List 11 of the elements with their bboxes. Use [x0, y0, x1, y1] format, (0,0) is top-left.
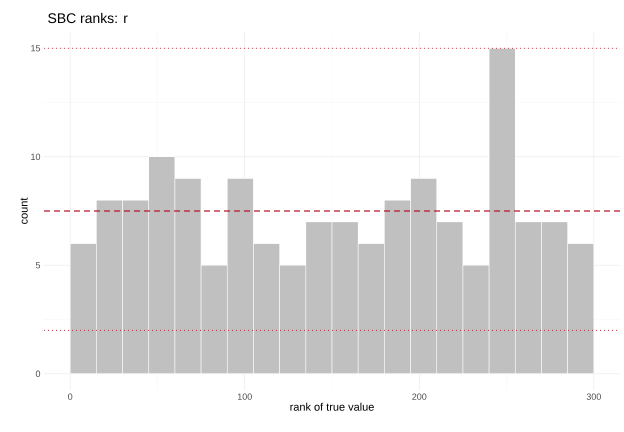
x-tick-label: 200: [412, 394, 426, 400]
x-tick-label: 100: [238, 394, 252, 400]
y-tick-label: 10: [31, 154, 40, 160]
y-axis-title: count: [20, 198, 28, 224]
x-axis-title: rank of true value: [290, 402, 374, 411]
y-tick-label: 0: [36, 370, 40, 377]
chart-title: SBC ranks: r: [48, 12, 128, 24]
y-tick-label: 5: [36, 262, 40, 268]
x-tick-label: 0: [68, 394, 72, 400]
y-tick-label: 15: [31, 45, 40, 52]
x-tick-label: 300: [586, 394, 601, 400]
